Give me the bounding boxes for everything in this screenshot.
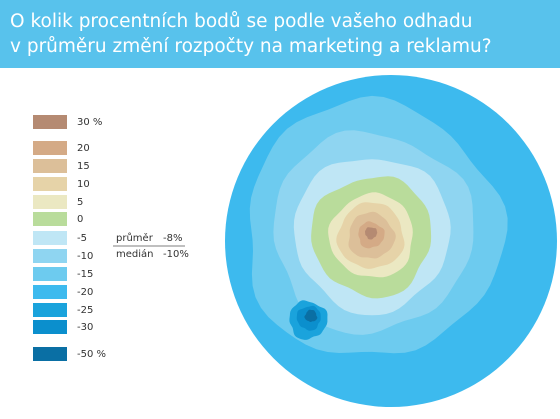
legend-swatch (33, 115, 67, 129)
legend-swatch (33, 141, 67, 155)
stat-label: průměr (116, 232, 154, 244)
legend-label: 10 (77, 179, 90, 190)
legend-swatch (33, 195, 67, 209)
legend-label: 30 % (77, 117, 102, 128)
title-line: v průměru změní rozpočty na marketing a … (10, 36, 492, 57)
legend-swatch (33, 212, 67, 226)
legend-swatch (33, 267, 67, 281)
legend-label: 0 (77, 214, 83, 225)
legend-label: -5 (77, 233, 87, 244)
legend-label: 20 (77, 143, 90, 154)
legend-label: 5 (77, 197, 83, 208)
legend-label: -50 % (77, 349, 106, 360)
legend-label: -10 (77, 251, 93, 262)
legend-swatch (33, 285, 67, 299)
stat-value: -10% (163, 249, 189, 260)
header-band (0, 0, 560, 68)
legend-swatch (33, 303, 67, 317)
contour (365, 227, 378, 240)
legend-label: 15 (77, 161, 90, 172)
legend-label: -20 (77, 287, 93, 298)
legend-swatch (33, 320, 67, 334)
contour-map (225, 75, 557, 407)
legend-swatch (33, 231, 67, 245)
title-line: O kolik procentních bodů se podle vašeho… (10, 11, 472, 32)
stat-label: medián (116, 248, 154, 260)
legend-label: -15 (77, 269, 93, 280)
legend-label: -30 (77, 322, 93, 333)
contour (304, 309, 318, 322)
legend-label: -25 (77, 305, 93, 316)
legend-swatch (33, 159, 67, 173)
legend-swatch (33, 249, 67, 263)
legend-swatch (33, 347, 67, 361)
legend-swatch (33, 177, 67, 191)
stat-value: -8% (163, 233, 182, 244)
